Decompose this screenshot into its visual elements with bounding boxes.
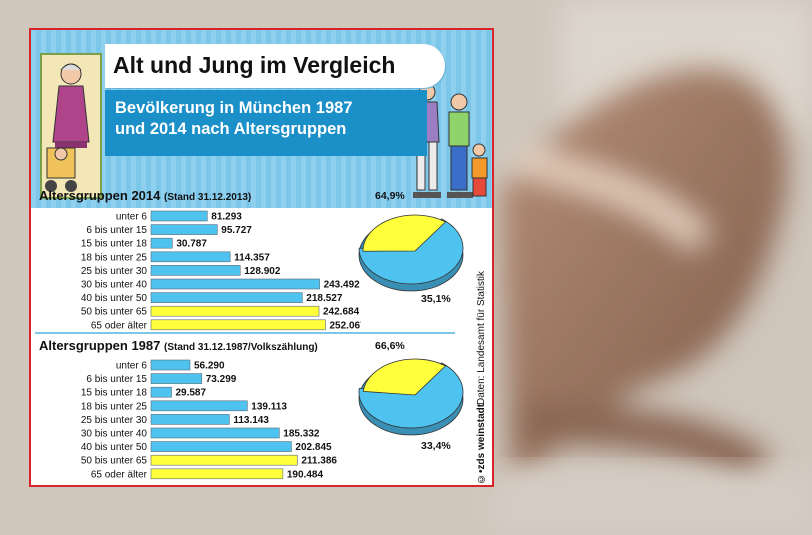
pie-label-2014-yellow: 35,1% — [421, 293, 451, 305]
value-label-2014: 242.684 — [323, 307, 360, 318]
category-label-1987: 18 bis unter 25 — [81, 401, 148, 412]
infographic-title: Alt und Jung im Vergleich — [113, 52, 396, 78]
value-label-1987: 139.113 — [251, 401, 287, 412]
pie-label-1987-blue: 66,6% — [375, 340, 405, 352]
subtitle-box — [105, 90, 427, 156]
bar-chart-1987: unter 6 56.290 6 bis unter 15 73.299 15 bis … — [81, 359, 337, 480]
section-title-1987: Altersgruppen 1987 — [39, 338, 161, 353]
section-divider — [35, 332, 455, 334]
value-label-1987: 202.845 — [295, 442, 332, 453]
bar-1987 — [150, 468, 284, 480]
value-label-2014: 243.492 — [324, 280, 361, 291]
grandmother-illustration — [40, 53, 102, 199]
bar-1987 — [150, 373, 203, 384]
infographic-subtitle: Bevölkerung in München 1987 und 2014 nac… — [115, 98, 415, 140]
bar-2014 — [150, 251, 231, 263]
infographic-card: Alt und Jung im Vergleich Bevölkerung in… — [29, 28, 494, 487]
value-label-1987: 56.290 — [194, 361, 225, 372]
category-label-1987: 40 bis unter 50 — [81, 442, 148, 453]
pie-slice-1987 — [362, 358, 447, 396]
subtitle-line-2: und 2014 nach Altersgruppen — [115, 120, 347, 138]
credit-note: ©•zds weinstadt — [476, 403, 487, 484]
bar-1987 — [150, 441, 292, 452]
title-box — [105, 44, 445, 88]
value-label-2014: 218.527 — [306, 293, 343, 304]
bar-1987 — [150, 454, 298, 466]
value-label-1987: 211.386 — [301, 456, 337, 467]
subtitle-line-1: Bevölkerung in München 1987 — [115, 99, 353, 117]
source-note: Daten: Landesamt für Statistik — [476, 271, 487, 405]
bar-1987 — [150, 359, 191, 371]
value-label-2014: 95.727 — [221, 225, 252, 236]
category-label-1987: 6 bis unter 15 — [86, 374, 147, 385]
value-label-1987: 185.332 — [283, 429, 320, 440]
family-illustration — [413, 83, 488, 198]
value-label-1987: 113.143 — [233, 415, 269, 426]
section-heading-1987: Altersgruppen 1987 (Stand 31.12.1987/Vol… — [39, 338, 318, 353]
category-label-2014: 30 bis unter 40 — [81, 280, 148, 291]
bar-2014 — [150, 265, 241, 276]
category-label-2014: 18 bis unter 25 — [81, 252, 148, 263]
bar-2014 — [150, 237, 173, 249]
category-label-1987: 65 oder älter — [91, 469, 148, 480]
category-label-2014: 15 bis unter 18 — [81, 239, 148, 250]
section-stand-1987: (Stand 31.12.1987/Volkszählung) — [164, 342, 318, 353]
category-label-1987: unter 6 — [116, 361, 148, 372]
category-label-1987: 15 bis unter 18 — [81, 388, 148, 399]
value-label-2014: 81.293 — [211, 212, 242, 223]
value-label-2014: 128.902 — [244, 266, 281, 277]
pie-slice-2014 — [362, 214, 447, 252]
pie-label-2014-blue: 64,9% — [375, 190, 405, 202]
value-label-1987: 29.587 — [175, 388, 206, 399]
bar-chart-2014: unter 6 81.293 6 bis unter 15 95.727 15 bis … — [81, 210, 361, 331]
section-heading-2014: Altersgruppen 2014 (Stand 31.12.2013) — [39, 188, 251, 203]
bar-1987 — [150, 386, 172, 398]
pie-slice-1987 — [358, 362, 464, 429]
pie-slice-2014 — [358, 218, 464, 285]
pie-chart-1987 — [358, 358, 464, 436]
bar-2014 — [150, 278, 320, 290]
bar-1987 — [150, 427, 280, 439]
category-label-1987: 25 bis unter 30 — [81, 415, 148, 426]
value-label-2014: 114.357 — [234, 252, 270, 263]
category-label-2014: 65 oder älter — [91, 320, 148, 331]
bar-1987 — [150, 400, 248, 412]
pie-label-1987-yellow: 33,4% — [421, 440, 451, 452]
category-label-2014: 25 bis unter 30 — [81, 266, 148, 277]
pie-chart-2014 — [358, 214, 464, 292]
bar-1987 — [150, 414, 230, 425]
category-label-2014: 40 bis unter 50 — [81, 293, 148, 304]
bar-2014 — [150, 305, 320, 317]
category-label-1987: 50 bis unter 65 — [81, 456, 148, 467]
bar-2014 — [150, 210, 208, 222]
section-title-2014: Altersgruppen 2014 — [39, 188, 161, 203]
value-label-1987: 73.299 — [206, 374, 237, 385]
category-label-2014: unter 6 — [116, 212, 148, 223]
bar-2014 — [150, 292, 303, 303]
bar-2014 — [150, 224, 218, 235]
value-label-2014: 252.067 — [330, 320, 361, 331]
category-label-2014: 50 bis unter 65 — [81, 307, 148, 318]
bar-2014 — [150, 319, 326, 331]
hand-shape — [500, 68, 788, 488]
section-stand-2014: (Stand 31.12.2013) — [164, 192, 252, 203]
value-label-2014: 30.787 — [176, 239, 207, 250]
category-label-1987: 30 bis unter 40 — [81, 429, 148, 440]
value-label-1987: 190.484 — [287, 469, 324, 480]
category-label-2014: 6 bis unter 15 — [86, 225, 147, 236]
